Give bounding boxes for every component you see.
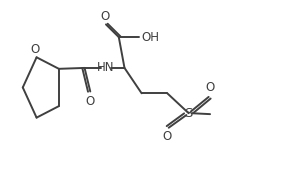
Text: O: O — [31, 43, 40, 56]
Text: HN: HN — [97, 61, 115, 74]
Text: O: O — [86, 95, 95, 108]
Text: OH: OH — [142, 31, 160, 44]
Text: O: O — [205, 81, 215, 94]
Text: O: O — [163, 130, 172, 144]
Text: O: O — [100, 10, 109, 23]
Text: S: S — [185, 107, 193, 120]
